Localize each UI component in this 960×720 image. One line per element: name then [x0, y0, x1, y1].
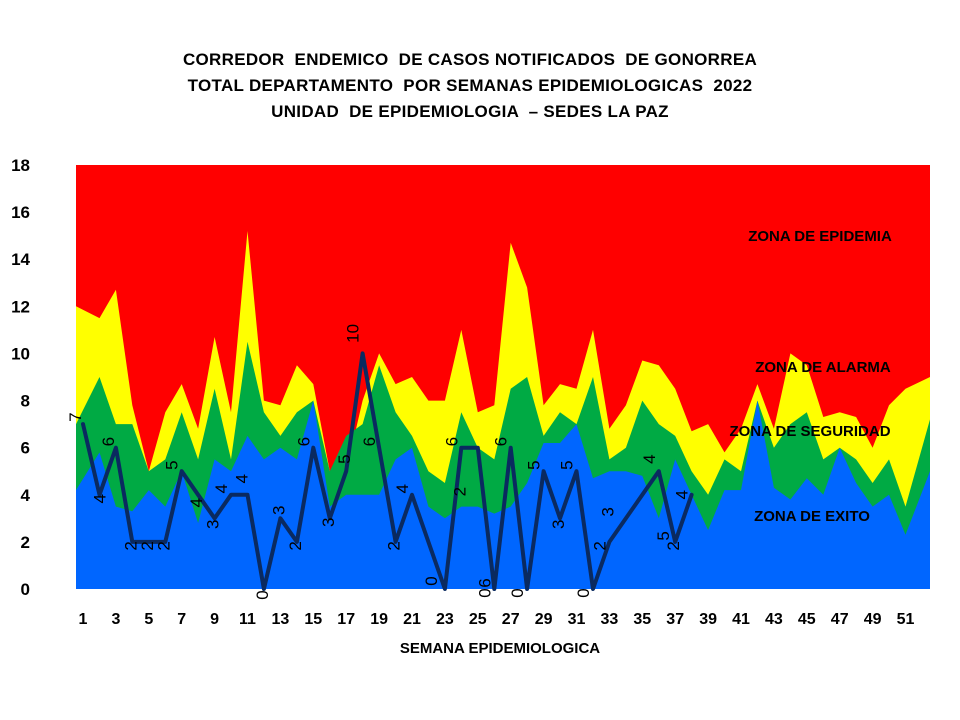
- x-tick-label: 51: [897, 611, 915, 628]
- y-tick-label: 12: [11, 297, 30, 316]
- data-label: 0: [508, 588, 527, 597]
- data-label: 2: [286, 541, 305, 550]
- y-tick-label: 0: [21, 580, 30, 599]
- data-label: 10: [344, 324, 363, 343]
- x-tick-label: 39: [699, 611, 717, 628]
- chart-title-line-1: CORREDOR ENDEMICO DE CASOS NOTIFICADOS D…: [182, 50, 758, 69]
- y-tick-label: 2: [21, 533, 30, 552]
- x-tick-label: 13: [272, 611, 290, 628]
- zone-labels: ZONA DE EPIDEMIA ZONA DE ALARMA ZONA DE SE…: [729, 228, 892, 525]
- x-tick-label: 43: [765, 611, 783, 628]
- y-tick-label: 10: [11, 344, 30, 363]
- x-tick-label: 35: [633, 611, 651, 628]
- data-label: 6: [294, 437, 313, 446]
- data-label: 4: [91, 494, 110, 503]
- x-tick-label: 37: [666, 611, 684, 628]
- x-tick-label: 19: [370, 611, 388, 628]
- data-label: 4: [673, 490, 692, 499]
- x-tick-label: 17: [337, 611, 355, 628]
- y-tick-label: 6: [21, 439, 30, 458]
- chart-title: CORREDOR ENDEMICO DE CASOS NOTIFICADOS D…: [0, 47, 940, 125]
- x-tick-label: 15: [304, 611, 322, 628]
- data-label: 2: [121, 541, 140, 550]
- x-tick-label: 1: [79, 611, 88, 628]
- x-tick-label: 41: [732, 611, 750, 628]
- x-tick-label: 25: [469, 611, 487, 628]
- data-label: 6: [492, 437, 511, 446]
- x-tick-label: 45: [798, 611, 816, 628]
- x-tick-label: 9: [210, 611, 219, 628]
- y-tick-label: 18: [11, 156, 30, 175]
- x-tick-label: 11: [239, 611, 256, 628]
- x-tick-label: 47: [831, 611, 849, 628]
- chart-title-line-3: UNIDAD DE EPIDEMIOLOGIA – SEDES LA PAZ: [271, 102, 669, 121]
- y-tick-label: 4: [21, 486, 31, 505]
- data-label: 3: [549, 520, 568, 529]
- chart-title-line-2: TOTAL DEPARTAMENTO POR SEMANAS EPIDEMIOL…: [187, 76, 753, 95]
- data-label: 2: [590, 541, 609, 550]
- x-tick-label: 31: [568, 611, 586, 628]
- data-label: 2: [450, 487, 469, 496]
- data-label: 0: [574, 588, 593, 597]
- y-tick-label: 8: [21, 392, 30, 411]
- x-axis-title: SEMANA EPIDEMIOLOGICA: [399, 640, 601, 657]
- data-label: 2: [385, 541, 404, 550]
- data-label: 5: [654, 531, 673, 540]
- x-tick-label: 27: [502, 611, 520, 628]
- data-label: 5: [558, 460, 577, 469]
- data-label: 4: [187, 498, 206, 507]
- data-label: 0: [422, 576, 441, 585]
- data-label: 4: [212, 484, 231, 493]
- data-label: 4: [393, 484, 412, 493]
- data-label: 3: [319, 518, 338, 527]
- x-tick-label: 5: [144, 611, 153, 628]
- data-label: 2: [664, 541, 683, 550]
- x-tick-label: 7: [177, 611, 186, 628]
- data-label: 3: [598, 507, 617, 516]
- zone-area-3: [76, 400, 930, 589]
- x-axis: 1 3 5 7 9 11 13 15 17 19 21 23 25 27 29 31 33 35 37 39 41 43 4…: [79, 611, 915, 628]
- cases-line: [81, 351, 694, 591]
- x-tick-label: 29: [535, 611, 553, 628]
- y-tick-label: 16: [11, 203, 30, 222]
- zone-label: ZONA DE EPIDEMIA: [748, 228, 892, 245]
- y-tick-label: 14: [11, 250, 30, 269]
- zone-label: ZONA DE ALARMA: [755, 359, 891, 376]
- data-label: 6: [442, 437, 461, 446]
- data-label: 3: [204, 520, 223, 529]
- data-label: 6: [99, 437, 118, 446]
- cases-series: [81, 351, 694, 591]
- data-label: 5: [335, 454, 354, 463]
- x-tick-label: 33: [601, 611, 619, 628]
- x-tick-label: 23: [436, 611, 454, 628]
- y-axis: 0 2 4 6 8 10 12 14 16 18: [11, 156, 30, 599]
- data-label: 2: [154, 541, 173, 550]
- zone-label: ZONA DE SEGURIDAD: [729, 423, 890, 440]
- x-tick-label: 49: [864, 611, 882, 628]
- x-tick-label: 21: [403, 611, 421, 628]
- zone-label: ZONA DE EXITO: [754, 508, 870, 525]
- data-label: 2: [138, 541, 157, 550]
- data-label: 0: [253, 590, 272, 599]
- plot-area: [76, 165, 930, 589]
- data-label: 4: [640, 454, 659, 463]
- data-label: 7: [66, 412, 85, 421]
- data-label: 5: [525, 460, 544, 469]
- data-label: 5: [163, 460, 182, 469]
- x-tick-label: 3: [111, 611, 120, 628]
- data-label: 6: [475, 578, 494, 587]
- data-label: 0: [475, 588, 494, 597]
- data-label: 6: [360, 437, 379, 446]
- data-label: 4: [233, 474, 252, 483]
- data-label: 3: [269, 506, 288, 515]
